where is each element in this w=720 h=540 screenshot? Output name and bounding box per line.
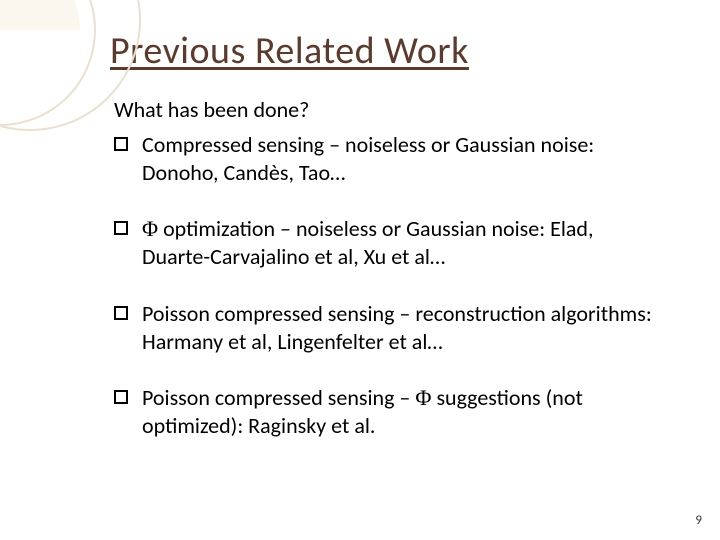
bullet-item: Compressed sensing – noiseless or Gaussi…	[114, 131, 660, 187]
page-number: 9	[695, 513, 702, 528]
phi-symbol: Φ	[415, 385, 431, 410]
lead-text: What has been done?	[114, 96, 660, 123]
bullet-text: Poisson compressed sensing –	[142, 384, 415, 411]
bullet-item: Poisson compressed sensing – Φ suggestio…	[114, 384, 660, 440]
bullet-item: Poisson compressed sensing – reconstruct…	[114, 300, 660, 356]
slide: Previous Related Work What has been done…	[0, 0, 720, 540]
bullet-text: Compressed sensing – noiseless or Gaussi…	[142, 131, 594, 186]
bullet-item: Φ optimization – noiseless or Gaussian n…	[114, 215, 660, 271]
slide-title: Previous Related Work	[110, 28, 660, 74]
bullet-text: optimization – noiseless or Gaussian noi…	[142, 215, 593, 270]
bullet-text: Poisson compressed sensing – reconstruct…	[142, 300, 652, 355]
bullet-list: Compressed sensing – noiseless or Gaussi…	[114, 131, 660, 440]
phi-symbol: Φ	[142, 216, 158, 241]
